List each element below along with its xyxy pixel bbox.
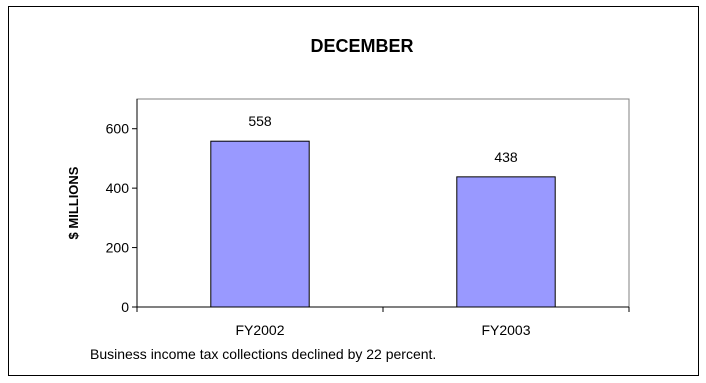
bar — [456, 176, 556, 308]
data-label: 558 — [248, 113, 272, 129]
y-tick-label: 600 — [106, 121, 130, 137]
x-tick-label: FY2002 — [235, 322, 284, 338]
data-labels: 558 438 — [248, 113, 518, 165]
bars — [210, 140, 556, 308]
x-axis: FY2002 FY2003 — [136, 306, 630, 338]
x-tick-label: FY2003 — [481, 322, 530, 338]
y-tick-label: 0 — [121, 299, 129, 315]
chart-title: DECEMBER — [310, 36, 413, 56]
chart-caption: Business income tax collections declined… — [90, 346, 436, 362]
chart-frame: DECEMBER $ MILLIONS 0 200 400 600 FY2002 FY2… — [8, 6, 699, 376]
data-label: 438 — [494, 149, 518, 165]
y-axis-label: $ MILLIONS — [66, 166, 81, 239]
bar — [210, 140, 310, 308]
y-tick-label: 200 — [106, 240, 130, 256]
y-axis: 0 200 400 600 — [106, 99, 138, 315]
y-tick-label: 400 — [106, 180, 130, 196]
